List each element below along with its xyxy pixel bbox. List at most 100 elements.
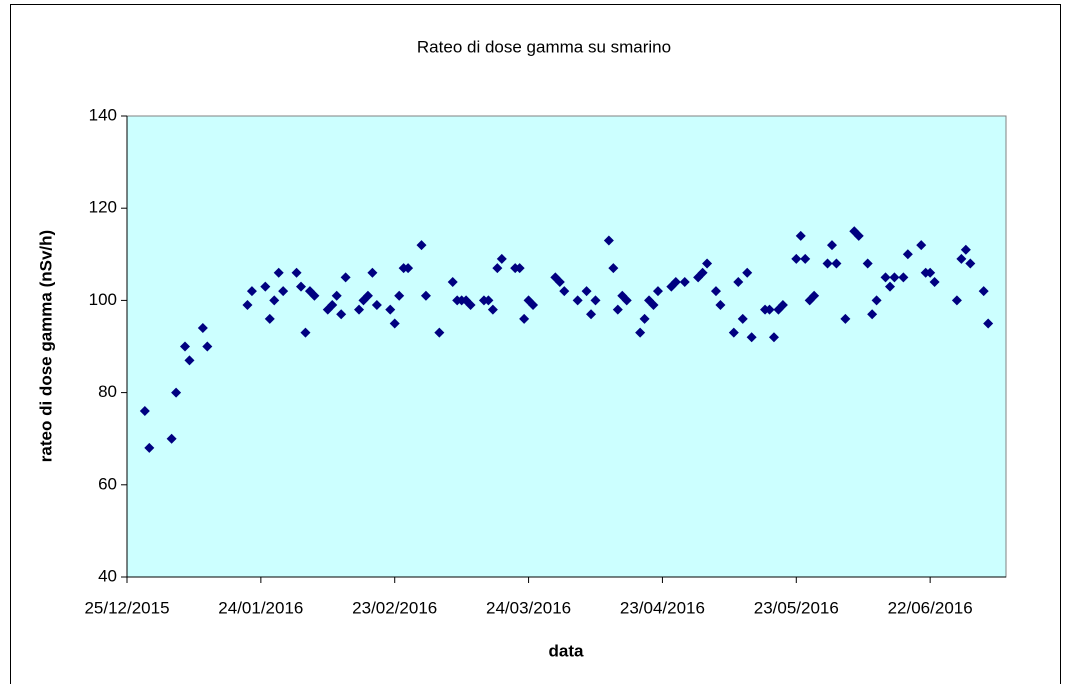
point: [327, 300, 338, 311]
point: [925, 267, 936, 278]
point: [528, 300, 539, 311]
point: [826, 240, 837, 251]
point: [354, 304, 365, 315]
point: [652, 286, 663, 297]
y-axis-title: rateo di dose gamma (nSv/h): [36, 230, 55, 462]
point: [144, 442, 155, 453]
point: [621, 295, 632, 306]
point: [867, 309, 878, 320]
point: [960, 244, 971, 255]
y-tick-label: 100: [89, 290, 117, 309]
point: [742, 267, 753, 278]
point: [648, 300, 659, 311]
point: [242, 300, 253, 311]
x-axis-title: data: [549, 641, 585, 660]
point: [581, 286, 592, 297]
point: [184, 355, 195, 366]
point: [336, 309, 347, 320]
point: [902, 249, 913, 260]
point: [420, 290, 431, 301]
plot-area: [126, 115, 1007, 578]
point: [590, 295, 601, 306]
x-tick-label: 22/06/2016: [888, 598, 973, 617]
point: [246, 286, 257, 297]
point: [764, 304, 775, 315]
point: [264, 313, 275, 324]
point: [715, 300, 726, 311]
point: [639, 313, 650, 324]
point: [559, 286, 570, 297]
point: [278, 286, 289, 297]
point: [822, 258, 833, 269]
point: [795, 230, 806, 241]
x-tick-label: 23/05/2016: [754, 598, 839, 617]
x-tick-label: 23/02/2016: [352, 598, 437, 617]
point: [697, 267, 708, 278]
x-tick-label: 24/01/2016: [218, 598, 303, 617]
point: [171, 387, 182, 398]
point: [831, 258, 842, 269]
chart-title: Rateo di dose gamma su smarino: [417, 37, 671, 56]
point: [612, 304, 623, 315]
point: [978, 286, 989, 297]
point: [586, 309, 597, 320]
point: [702, 258, 713, 269]
y-tick-label: 40: [98, 566, 117, 585]
point: [768, 332, 779, 343]
point: [389, 318, 400, 329]
point: [898, 272, 909, 283]
point: [496, 253, 507, 264]
point: [728, 327, 739, 338]
point: [800, 253, 811, 264]
point: [983, 318, 994, 329]
point: [394, 290, 405, 301]
x-tick-label: 25/12/2015: [84, 598, 169, 617]
point: [340, 272, 351, 283]
point: [809, 290, 820, 301]
y-tick-label: 140: [89, 105, 117, 124]
y-tick-label: 60: [98, 474, 117, 493]
point: [385, 304, 396, 315]
point: [166, 433, 177, 444]
x-tick-label: 24/03/2016: [486, 598, 571, 617]
point: [710, 286, 721, 297]
point: [269, 295, 280, 306]
point: [447, 276, 458, 287]
point: [916, 240, 927, 251]
point: [300, 327, 311, 338]
point: [862, 258, 873, 269]
point: [929, 276, 940, 287]
point: [670, 276, 681, 287]
point: [889, 272, 900, 283]
point: [519, 313, 530, 324]
point: [679, 276, 690, 287]
point: [273, 267, 284, 278]
point: [777, 300, 788, 311]
point: [492, 263, 503, 274]
point: [416, 240, 427, 251]
point: [733, 276, 744, 287]
x-tick-label: 23/04/2016: [620, 598, 705, 617]
point: [487, 304, 498, 315]
point: [853, 230, 864, 241]
point: [403, 263, 414, 274]
point: [260, 281, 271, 292]
point: [202, 341, 213, 352]
point: [554, 276, 565, 287]
point: [180, 341, 191, 352]
point: [880, 272, 891, 283]
point: [483, 295, 494, 306]
point: [603, 235, 614, 246]
point: [635, 327, 646, 338]
point: [746, 332, 757, 343]
point: [371, 300, 382, 311]
y-tick-label: 80: [98, 382, 117, 401]
point: [367, 267, 378, 278]
point: [956, 253, 967, 264]
point: [309, 290, 320, 301]
point: [737, 313, 748, 324]
point: [465, 300, 476, 311]
point: [608, 263, 619, 274]
point: [840, 313, 851, 324]
